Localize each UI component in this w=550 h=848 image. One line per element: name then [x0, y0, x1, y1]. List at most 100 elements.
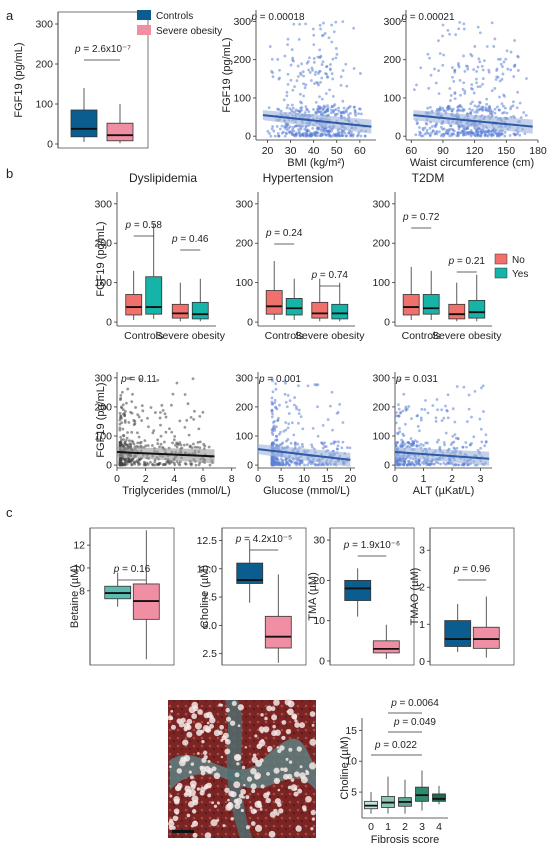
a_bmi-point — [282, 98, 286, 102]
fat-vacuole — [301, 805, 307, 810]
a_bmi-point — [333, 103, 337, 106]
a_waist-point — [414, 133, 418, 137]
a_waist-point — [475, 108, 479, 112]
b_glu-point — [310, 443, 314, 447]
a_bmi-point — [299, 100, 302, 104]
a_bmi-point — [307, 110, 311, 113]
b_glu-point — [326, 463, 330, 467]
a_bmi-point — [326, 75, 330, 79]
a_bmi-point — [311, 126, 315, 130]
a_waist-point — [434, 125, 437, 129]
a_waist-point — [430, 131, 433, 135]
fat-vacuole — [246, 776, 253, 782]
a_waist-point — [475, 77, 478, 81]
b_dys-box-yes-0 — [145, 223, 163, 319]
fat-vacuole — [253, 809, 258, 814]
b_tg-point — [164, 430, 168, 434]
c_betaine-ytick-label: 10 — [73, 562, 85, 574]
c_fibrosis-category-label: 4 — [436, 821, 442, 833]
b_glu-point — [280, 463, 284, 467]
a_bmi-point — [310, 66, 314, 70]
a_bmi-point — [331, 77, 335, 81]
a_bmi-point — [347, 131, 351, 135]
b_tg-point — [154, 411, 157, 414]
b_dys-box-no-1 — [171, 282, 189, 322]
fat-vacuole — [309, 738, 317, 746]
b_glu-point — [272, 424, 276, 428]
b_alt-point — [406, 441, 409, 444]
a_bmi-point — [324, 72, 327, 75]
b_alt-point — [435, 440, 439, 444]
a_bmi-point — [301, 132, 304, 136]
b_tg-point — [179, 443, 183, 447]
a_bmi-point — [294, 124, 298, 128]
panel-label-a: a — [6, 8, 14, 23]
a_bmi-point — [304, 83, 308, 87]
fat-vacuole — [169, 794, 173, 798]
a_bmi-point — [327, 132, 330, 136]
legend-label-no: No — [512, 255, 525, 266]
b_tg-point — [178, 419, 182, 423]
c_betaine-p-value: p = 0.16 — [113, 564, 151, 575]
b_alt-xtick-label: 0 — [392, 473, 398, 485]
a_waist-point — [472, 91, 476, 95]
c_tmao-box-1-box — [472, 626, 500, 649]
b_hyp-title: Hypertension — [263, 171, 334, 185]
a_waist-point — [523, 132, 527, 136]
b_glu-point — [273, 398, 277, 402]
fat-vacuole — [233, 781, 241, 789]
b_glu-point — [274, 387, 278, 391]
b_alt-point — [470, 442, 473, 445]
a_waist-point — [516, 54, 520, 58]
fat-vacuole — [207, 793, 212, 798]
b_tg-point — [163, 440, 166, 444]
a_waist-point — [452, 129, 456, 133]
b_tg-point — [164, 415, 168, 419]
b_alt-point — [410, 443, 413, 446]
a_bmi-point — [339, 75, 343, 79]
c_tmao-ytick-label: 2 — [419, 582, 425, 594]
b_tg-point — [151, 444, 154, 447]
fat-vacuole — [252, 753, 257, 758]
b_glu-point — [270, 415, 274, 419]
b_tg-point — [137, 435, 141, 439]
b_hyp-category-label: Severe obesity — [295, 330, 365, 342]
a_waist-point — [496, 132, 500, 135]
a_bmi-point — [335, 52, 339, 56]
b_glu-point — [297, 412, 301, 415]
b_alt-point — [446, 393, 450, 397]
legend-label-yes: Yes — [512, 269, 528, 280]
b_glu-point — [273, 401, 277, 405]
a_waist-point — [469, 102, 473, 106]
b_alt-point — [472, 435, 476, 439]
a_bmi-xtick-label: 60 — [354, 145, 366, 157]
fat-vacuole — [242, 796, 246, 799]
b_alt-point — [478, 417, 482, 421]
fat-vacuole — [285, 757, 289, 761]
fat-vacuole — [293, 791, 299, 797]
a_waist-point — [476, 65, 480, 69]
a_bmi-point — [291, 110, 295, 114]
a_waist-point — [509, 107, 512, 111]
b_tg-point — [156, 378, 160, 382]
fat-vacuole — [176, 782, 183, 789]
b_alt-point — [442, 416, 446, 420]
fat-vacuole — [188, 801, 195, 808]
a_waist-point — [476, 85, 480, 89]
a_waist-point — [464, 133, 468, 137]
a_box-ylabel: FGF19 (pg/mL) — [13, 42, 25, 117]
a_bmi-point — [277, 77, 281, 81]
a_bmi-point — [316, 55, 320, 59]
b_tg-point — [151, 462, 155, 466]
b_tg-point — [159, 434, 163, 438]
scale-bar — [172, 830, 194, 833]
a_bmi-point — [319, 132, 323, 136]
b_glu-point — [326, 418, 330, 421]
b_hyp-box-no-1 — [311, 278, 329, 322]
a_bmi-point — [323, 110, 327, 114]
a_bmi-point — [346, 113, 350, 117]
b_glu-point — [336, 444, 340, 448]
fat-vacuole — [186, 731, 193, 738]
b_alt-point — [436, 408, 440, 412]
fat-vacuole — [229, 720, 236, 726]
